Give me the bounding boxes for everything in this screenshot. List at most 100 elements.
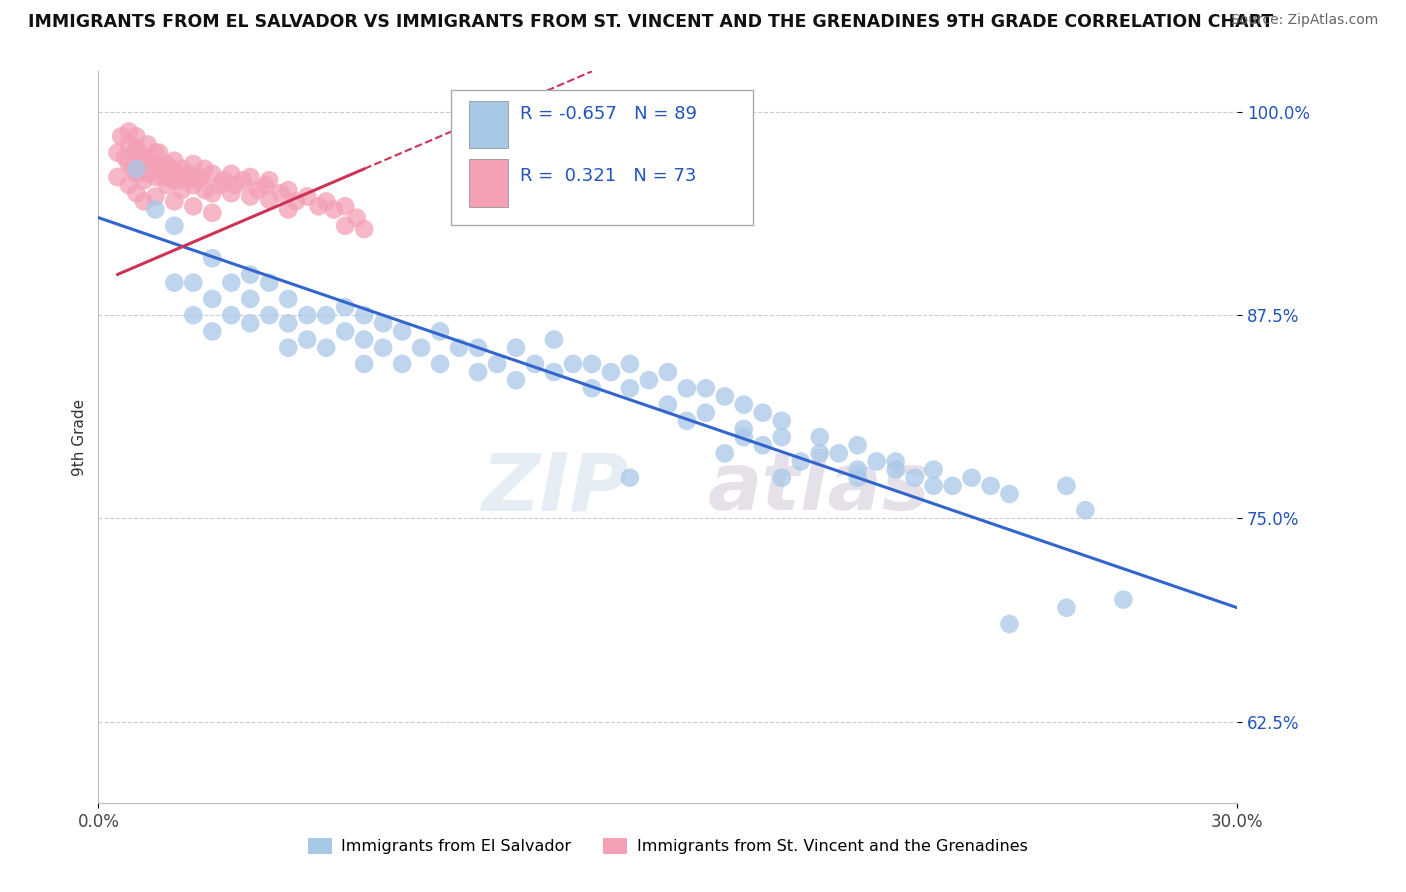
Point [183, 276, 205, 290]
Point [752, 406, 775, 420]
Point [132, 173, 155, 187]
Point [145, 169, 167, 184]
Point [676, 381, 699, 395]
Point [125, 186, 148, 201]
Point [163, 276, 186, 290]
Point [942, 479, 965, 493]
Point [179, 167, 201, 181]
Point [132, 151, 155, 165]
Point [277, 292, 299, 306]
Point [114, 151, 136, 165]
Point [733, 398, 755, 412]
Point [118, 137, 141, 152]
Point [277, 316, 299, 330]
Point [136, 137, 159, 152]
Point [353, 222, 375, 236]
Point [136, 167, 159, 181]
Point [221, 186, 243, 201]
Point [259, 173, 281, 187]
Point [581, 381, 603, 395]
Point [145, 157, 167, 171]
Point [524, 357, 547, 371]
Point [695, 406, 717, 420]
Point [828, 446, 851, 460]
Point [884, 462, 907, 476]
Point [714, 389, 737, 403]
Point [904, 471, 927, 485]
Text: IMMIGRANTS FROM EL SALVADOR VS IMMIGRANTS FROM ST. VINCENT AND THE GRENADINES 9T: IMMIGRANTS FROM EL SALVADOR VS IMMIGRANT… [28, 13, 1274, 31]
Point [190, 169, 212, 184]
Point [752, 438, 775, 452]
Point [145, 202, 167, 217]
Point [505, 373, 527, 387]
Point [254, 178, 277, 193]
Point [486, 357, 509, 371]
Point [998, 487, 1021, 501]
Point [107, 169, 129, 184]
Point [156, 157, 179, 171]
Point [163, 194, 186, 209]
FancyBboxPatch shape [451, 90, 754, 225]
Point [335, 300, 357, 314]
Point [1112, 592, 1135, 607]
Point [846, 471, 869, 485]
Point [353, 357, 375, 371]
Point [239, 169, 262, 184]
Point [308, 199, 330, 213]
Point [322, 202, 344, 217]
Legend: Immigrants from El Salvador, Immigrants from St. Vincent and the Grenadines: Immigrants from El Salvador, Immigrants … [301, 831, 1035, 861]
Point [371, 341, 394, 355]
Point [790, 454, 813, 468]
Point [346, 211, 368, 225]
Point [174, 173, 197, 187]
Point [770, 430, 793, 444]
Point [846, 462, 869, 476]
Point [239, 189, 262, 203]
Point [277, 202, 299, 217]
Point [163, 173, 186, 187]
Point [186, 173, 208, 187]
Point [132, 153, 155, 168]
Point [297, 333, 319, 347]
Point [107, 145, 129, 160]
Point [808, 430, 831, 444]
Point [543, 365, 565, 379]
Point [619, 471, 641, 485]
Point [183, 157, 205, 171]
Text: ZIP: ZIP [481, 450, 628, 527]
Point [201, 206, 224, 220]
Point [201, 252, 224, 266]
FancyBboxPatch shape [468, 159, 509, 207]
Point [315, 341, 337, 355]
Point [866, 454, 889, 468]
Point [125, 167, 148, 181]
Point [148, 161, 170, 176]
Point [657, 398, 679, 412]
Point [733, 422, 755, 436]
Point [277, 341, 299, 355]
Point [183, 308, 205, 322]
Point [232, 173, 254, 187]
Point [170, 161, 193, 176]
Point [183, 178, 205, 193]
Point [194, 183, 217, 197]
Point [391, 325, 413, 339]
Point [246, 183, 269, 197]
Point [208, 178, 231, 193]
Point [156, 178, 179, 193]
Point [163, 153, 186, 168]
Point [581, 357, 603, 371]
Point [163, 219, 186, 233]
Point [170, 183, 193, 197]
Point [505, 341, 527, 355]
Point [695, 381, 717, 395]
Point [1056, 479, 1078, 493]
Point [259, 193, 281, 207]
Point [353, 333, 375, 347]
Point [411, 341, 433, 355]
Point [429, 357, 451, 371]
Point [297, 308, 319, 322]
Point [1074, 503, 1097, 517]
Point [110, 129, 132, 144]
Point [638, 373, 661, 387]
